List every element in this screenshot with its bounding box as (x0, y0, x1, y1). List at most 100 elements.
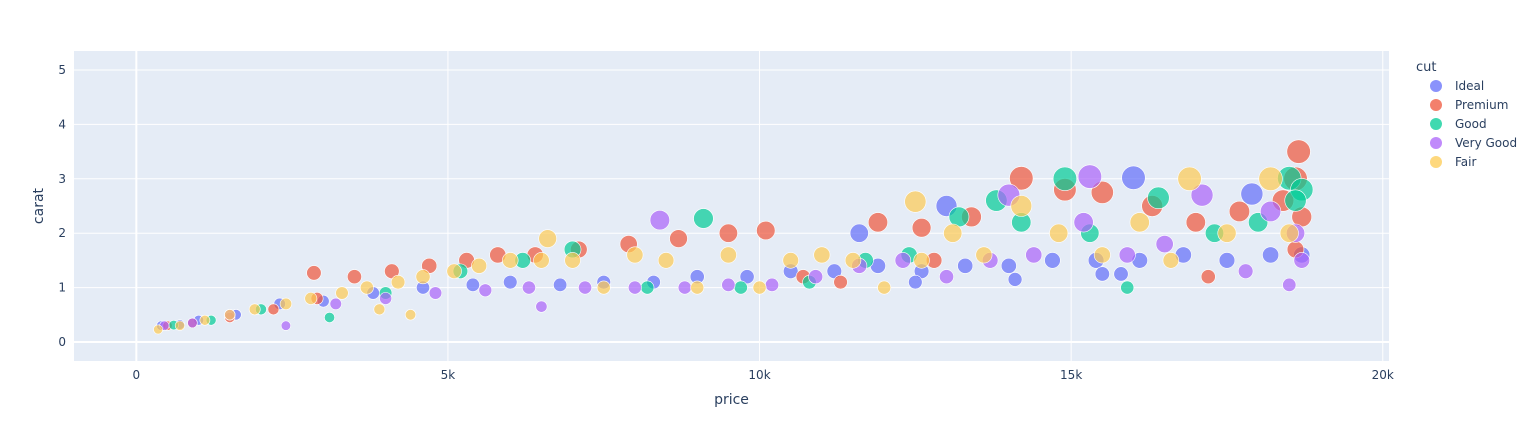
legend-label: Ideal (1455, 79, 1484, 93)
data-point (693, 208, 714, 229)
legend-label: Good (1455, 117, 1487, 131)
legend-item-very-good[interactable]: Very Good (1430, 136, 1517, 150)
data-points (153, 139, 1314, 335)
y-tick-label: 2 (58, 226, 66, 240)
data-point (1049, 223, 1069, 243)
legend-marker (1430, 118, 1442, 130)
legend-marker (1430, 80, 1442, 92)
legend-item-ideal[interactable]: Ideal (1430, 79, 1484, 93)
legend-item-fair[interactable]: Fair (1430, 155, 1476, 169)
data-point (1185, 212, 1206, 233)
data-point (1286, 139, 1311, 164)
legend-label: Very Good (1455, 136, 1517, 150)
legend-items[interactable]: Ideal Premium Good Very Good Fair (1430, 79, 1517, 169)
data-point (782, 252, 799, 269)
data-point (908, 274, 923, 290)
data-point (1000, 257, 1017, 274)
data-point (1155, 235, 1174, 254)
data-point (669, 229, 688, 248)
data-point (844, 252, 862, 269)
data-point (187, 317, 198, 329)
data-point (764, 277, 780, 292)
y-axis-ticks: 0 1 2 3 4 5 (58, 63, 66, 349)
data-point (1044, 252, 1061, 269)
data-point (1177, 166, 1202, 191)
data-point (911, 217, 932, 238)
data-point (465, 277, 480, 292)
data-point (329, 297, 342, 311)
data-point (1093, 246, 1111, 264)
y-axis-title: carat (31, 187, 47, 224)
data-point (415, 269, 431, 285)
data-point (867, 212, 888, 233)
data-point (535, 300, 548, 313)
legend-item-good[interactable]: Good (1430, 117, 1487, 131)
data-point (719, 246, 737, 264)
legend-label: Fair (1455, 155, 1476, 169)
data-point (373, 303, 386, 316)
data-point (1200, 269, 1216, 285)
data-point (267, 303, 280, 316)
x-tick-label: 0 (133, 368, 141, 382)
data-point (564, 252, 581, 269)
y-tick-label: 0 (58, 335, 66, 349)
data-point (553, 277, 568, 292)
data-point (849, 223, 869, 243)
data-point (833, 274, 848, 290)
data-point (279, 297, 293, 311)
data-point (657, 252, 675, 269)
data-point (1009, 166, 1034, 191)
data-point (739, 269, 755, 285)
data-point (280, 320, 291, 331)
data-point (503, 274, 518, 290)
data-point (199, 314, 211, 326)
data-point (1282, 277, 1297, 292)
y-tick-label: 3 (58, 172, 66, 186)
data-point (1010, 195, 1033, 217)
data-point (533, 252, 550, 269)
data-point (1162, 252, 1180, 269)
legend[interactable]: cut Ideal Premium Good Very Good Fair (1416, 60, 1517, 169)
x-tick-label: 15k (1060, 368, 1082, 382)
data-point (913, 252, 930, 269)
data-point (808, 269, 824, 285)
legend-marker (1430, 156, 1442, 168)
legend-marker (1430, 137, 1442, 149)
data-point (379, 292, 392, 305)
legend-marker (1430, 99, 1442, 111)
data-point (894, 252, 912, 269)
x-tick-label: 5k (441, 368, 456, 382)
x-tick-label: 20k (1372, 368, 1394, 382)
data-point (690, 280, 705, 295)
legend-item-premium[interactable]: Premium (1430, 98, 1508, 112)
data-point (1121, 165, 1146, 190)
data-point (306, 265, 322, 281)
data-point (1284, 189, 1307, 212)
data-point (1120, 280, 1135, 295)
plot-area (74, 51, 1389, 361)
data-point (596, 280, 611, 295)
data-point (360, 280, 374, 295)
data-point (904, 190, 927, 213)
data-point (943, 223, 963, 243)
x-axis-ticks: 0 5k 10k 15k 20k (133, 368, 1394, 382)
x-tick-label: 10k (748, 368, 770, 382)
data-point (347, 269, 362, 285)
data-point (1147, 186, 1170, 210)
data-point (939, 269, 954, 285)
data-point (628, 280, 642, 295)
data-point (1094, 266, 1110, 282)
data-point (1237, 263, 1254, 279)
data-point (1217, 223, 1237, 243)
data-point (1052, 166, 1078, 191)
data-point (335, 286, 349, 300)
data-point (813, 246, 831, 264)
data-point (304, 292, 318, 305)
data-point (404, 309, 417, 321)
data-point (626, 246, 644, 264)
data-point (721, 277, 736, 292)
data-point (174, 320, 186, 331)
data-point (522, 280, 536, 295)
data-point (1279, 223, 1299, 243)
data-point (1090, 180, 1114, 204)
